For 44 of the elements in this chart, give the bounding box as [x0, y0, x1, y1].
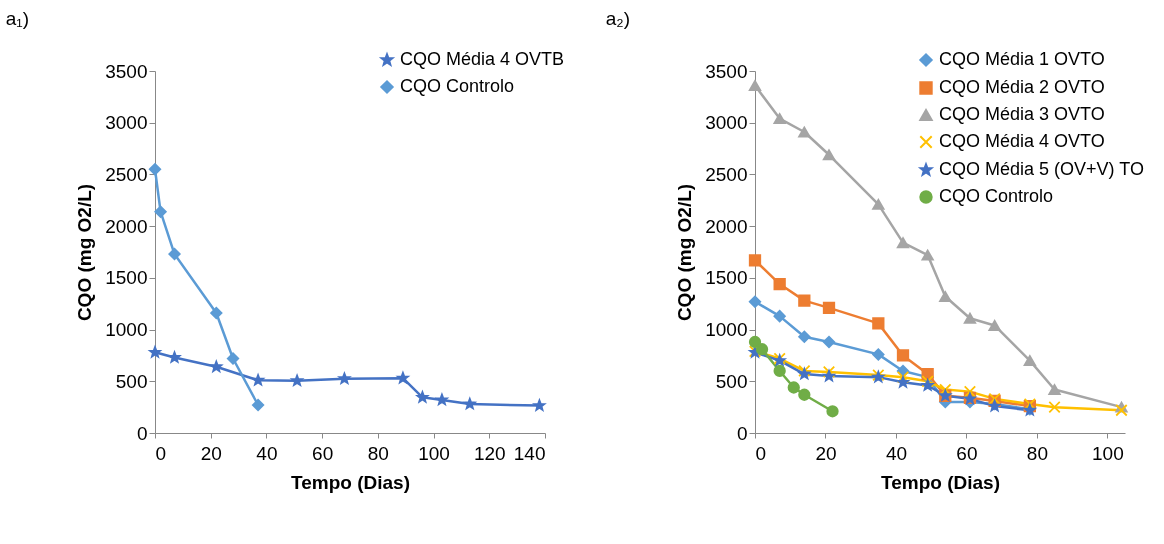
- x-tick-label: 0: [755, 442, 767, 464]
- x-tick-label: 0: [155, 442, 167, 464]
- x-tick-label: 60: [956, 442, 978, 464]
- x-axis-title: Tempo (Dias): [881, 471, 1000, 493]
- y-tick-label: 0: [736, 422, 748, 444]
- x-axis-title: Tempo (Dias): [291, 471, 410, 493]
- legend-label: CQO Média 4 OVTB: [400, 49, 565, 69]
- legend-label: CQO Média 4 OVTO: [939, 131, 1105, 151]
- x-tick-label: 100: [418, 442, 450, 464]
- legend-label: CQO Média 5 (OV+V) TO: [939, 159, 1144, 179]
- y-tick-label: 2000: [105, 215, 148, 237]
- chart-title: a₁): [5, 8, 30, 29]
- x-tick-label: 40: [256, 442, 278, 464]
- legend-label: CQO Controlo: [939, 186, 1054, 206]
- x-tick-label: 20: [200, 442, 222, 464]
- y-tick-label: 500: [715, 370, 748, 392]
- legend-label: CQO Média 1 OVTO: [939, 49, 1105, 69]
- y-tick-label: 0: [136, 422, 148, 444]
- x-tick-label: 40: [885, 442, 908, 464]
- legend-label: CQO Média 3 OVTO: [939, 104, 1105, 124]
- y-axis-title: CQO (mg O2/L): [74, 183, 96, 322]
- x-tick-label: 140: [513, 442, 546, 464]
- chart-title: a₂): [605, 8, 631, 29]
- x-tick-label: 80: [1026, 442, 1048, 464]
- x-tick-label: 20: [815, 442, 837, 464]
- y-tick-label: 3000: [705, 112, 748, 134]
- x-tick-label: 80: [367, 442, 389, 464]
- y-tick-label: 500: [115, 370, 148, 392]
- legend-label: CQO Média 2 OVTO: [939, 77, 1105, 97]
- y-tick-label: 1000: [105, 319, 148, 341]
- x-tick-label: 60: [312, 442, 334, 464]
- y-tick-label: 3500: [705, 60, 748, 82]
- y-tick-label: 3500: [105, 60, 148, 82]
- y-tick-label: 1500: [105, 267, 148, 289]
- y-tick-label: 1000: [705, 319, 748, 341]
- y-tick-label: 1500: [705, 267, 748, 289]
- y-axis-title: CQO (mg O2/L): [674, 183, 696, 322]
- y-tick-label: 2000: [705, 215, 748, 237]
- y-tick-label: 3000: [105, 112, 148, 134]
- y-tick-label: 2500: [705, 163, 748, 185]
- x-tick-label: 120: [473, 442, 506, 464]
- x-tick-label: 100: [1092, 442, 1124, 464]
- legend-label: CQO Controlo: [400, 76, 515, 96]
- y-tick-label: 2500: [105, 163, 148, 185]
